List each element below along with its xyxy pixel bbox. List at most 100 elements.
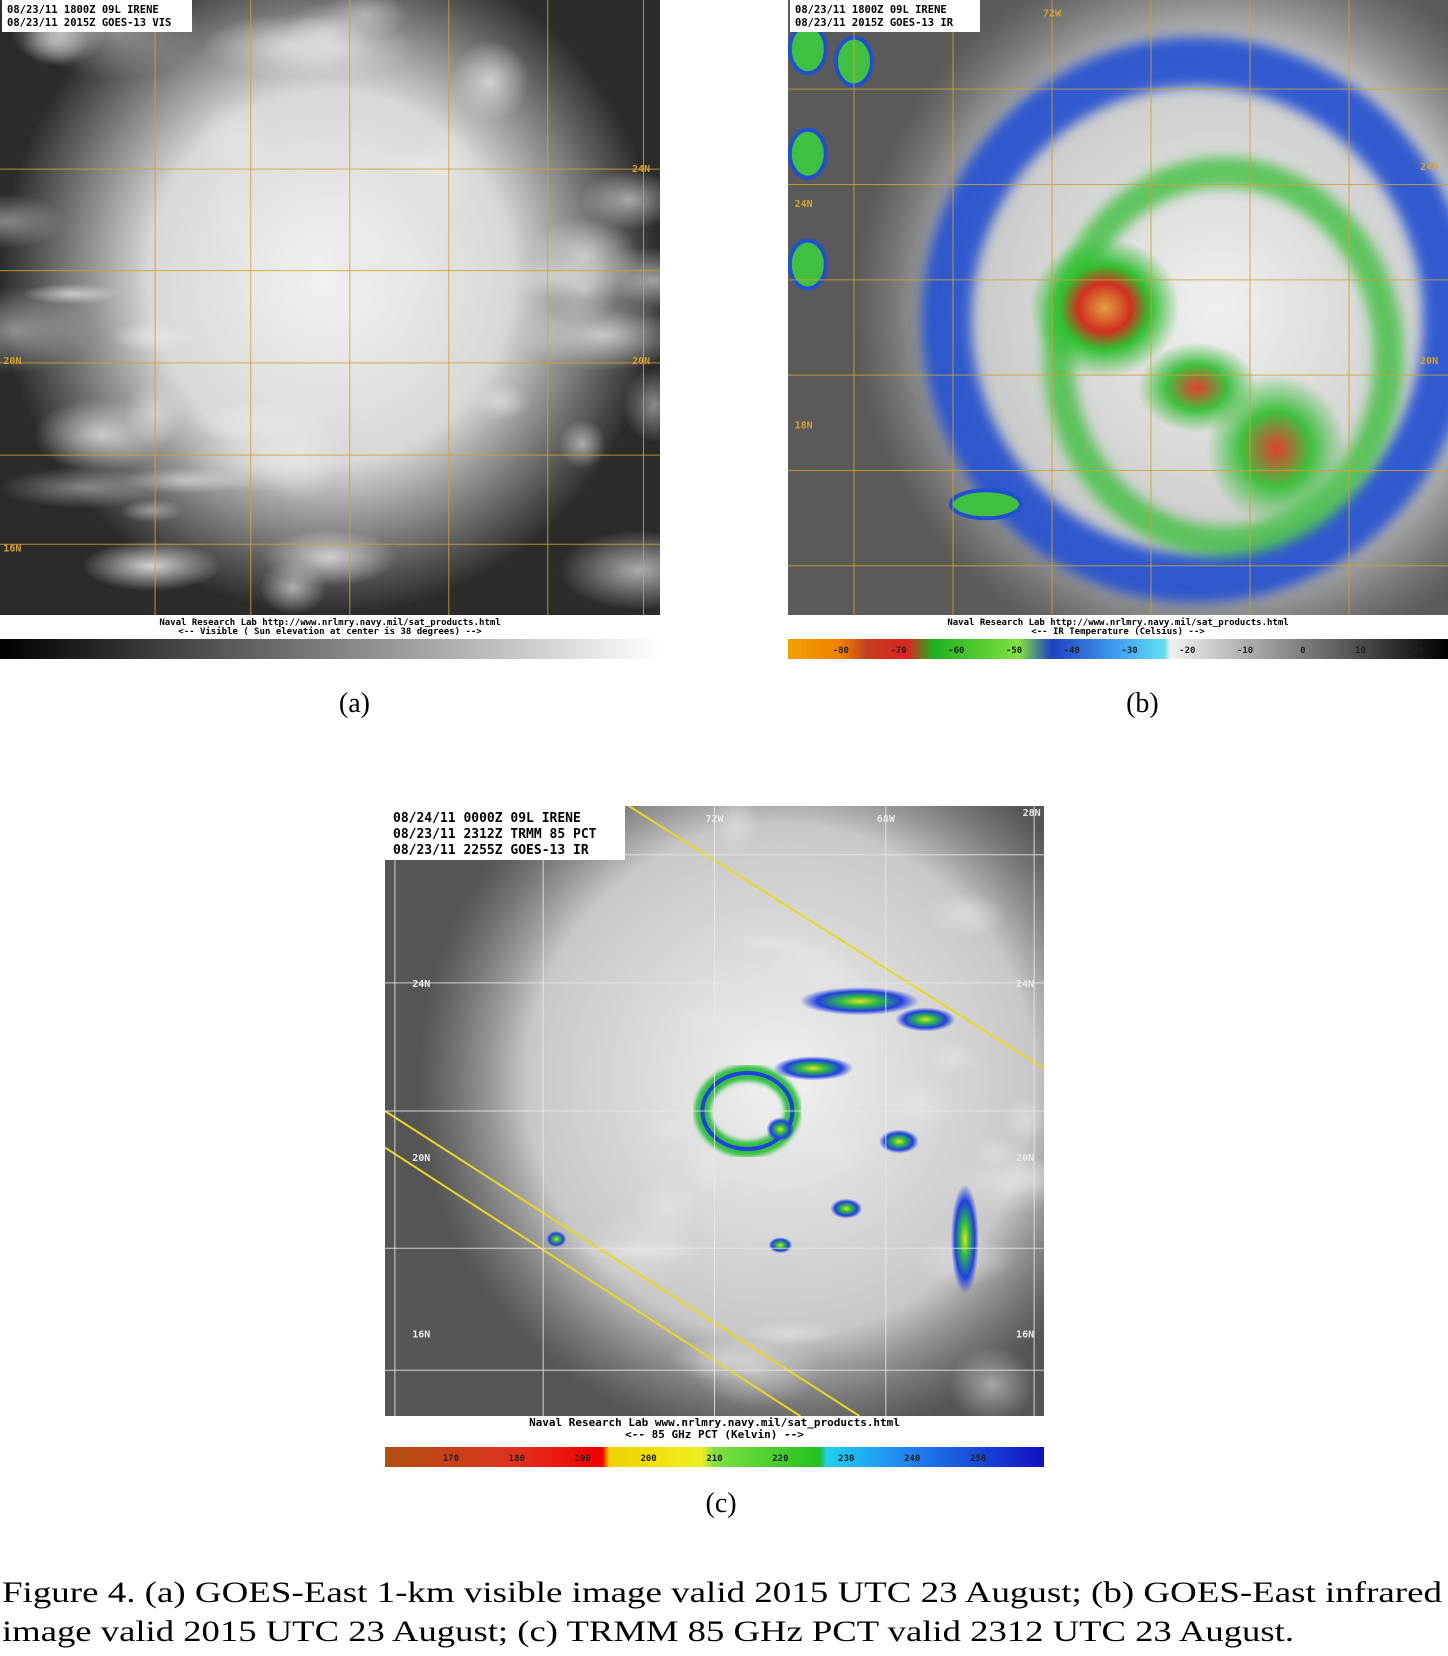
rain-cell bbox=[546, 1231, 567, 1248]
cloud-wisp bbox=[558, 530, 660, 610]
rain-cell bbox=[768, 1237, 793, 1254]
cloud-wisp bbox=[711, 806, 759, 856]
header-line: 08/23/11 1800Z 09L IRENE bbox=[795, 4, 947, 16]
cloud-wisp bbox=[691, 1330, 823, 1407]
colorbar bbox=[788, 639, 1448, 659]
cloud-wisp bbox=[558, 419, 607, 469]
eye-core bbox=[1029, 237, 1180, 378]
cloud-wisp bbox=[376, 151, 468, 178]
cloud-wisp bbox=[622, 368, 660, 443]
grid-label: 20N bbox=[412, 1153, 430, 1164]
colorbar-label: -60 bbox=[948, 646, 964, 656]
colorbar-label: 240 bbox=[904, 1454, 920, 1464]
colorbar-label: 210 bbox=[706, 1454, 722, 1464]
colorbar-label: 10 bbox=[1355, 646, 1366, 656]
colorbar-label: 180 bbox=[509, 1454, 525, 1464]
cloud-wisp bbox=[320, 213, 377, 306]
grid-label: 18N bbox=[795, 420, 813, 431]
colorbar-label: -80 bbox=[833, 646, 849, 656]
swath-edge bbox=[385, 1146, 801, 1416]
grid-label: 24N bbox=[632, 164, 650, 175]
panel-0: 24N 20N 20N 16N 08/23/11 1800Z 09L IRENE08/2… bbox=[0, 0, 660, 719]
colorbar-label: -70 bbox=[890, 646, 906, 656]
colorbar-label: 200 bbox=[640, 1454, 656, 1464]
cloud-wisp bbox=[0, 193, 66, 249]
panel-label: (a) bbox=[339, 688, 370, 719]
header-line: 08/23/11 2015Z GOES-13 IR bbox=[795, 17, 954, 29]
footer-line: Naval Research Lab http://www.nrlmry.nav… bbox=[947, 617, 1288, 628]
rain-cell bbox=[799, 987, 920, 1016]
cloud-wisp bbox=[811, 1130, 867, 1174]
header-box bbox=[790, 0, 980, 32]
panel-label: (c) bbox=[706, 1488, 737, 1519]
convective-core bbox=[1206, 373, 1347, 524]
cloud-wisp bbox=[726, 931, 813, 954]
rain-cell bbox=[895, 1007, 956, 1032]
colorbar-label: -40 bbox=[1064, 646, 1080, 656]
cloud-wisp bbox=[183, 431, 334, 492]
grid-label: 24N bbox=[1420, 162, 1438, 173]
grid-label: 24N bbox=[1016, 979, 1034, 990]
header-box bbox=[385, 806, 625, 860]
colorbar bbox=[0, 639, 660, 659]
satellite-image: 72W 68W 28N 24N 24N 20N 20N 16N 16N bbox=[385, 806, 1044, 1416]
footer-band bbox=[788, 615, 1448, 639]
colorbar-label: -30 bbox=[1121, 646, 1137, 656]
satellite-image: 72W 24N 24N 20N 18N bbox=[788, 0, 1448, 615]
header-box bbox=[2, 0, 192, 32]
panel-2: 72W 68W 28N 24N 24N 20N 20N 16N 16N 08/24/11 0000… bbox=[385, 806, 1044, 1519]
cloud-wisp bbox=[925, 892, 1007, 938]
colorbar-label: 230 bbox=[838, 1454, 854, 1464]
grid-label: 24N bbox=[795, 199, 813, 210]
colorbar-label: 170 bbox=[443, 1454, 459, 1464]
header-line: 08/24/11 0000Z 09L IRENE bbox=[393, 811, 581, 826]
colorbar-label: -20 bbox=[1179, 646, 1195, 656]
header-line: 08/23/11 2015Z GOES-13 VIS bbox=[7, 17, 171, 29]
swath-edge bbox=[385, 1110, 861, 1416]
rain-cell bbox=[879, 1129, 920, 1154]
grid-label: 28N bbox=[1023, 808, 1041, 819]
grid-label: 20N bbox=[632, 356, 650, 367]
satellite-image: 24N 20N 20N 16N bbox=[0, 0, 660, 615]
cloud-wisp bbox=[1003, 1098, 1044, 1142]
panel-label: (b) bbox=[1126, 688, 1159, 719]
cloud-wisp bbox=[194, 100, 276, 184]
cloud-wisp bbox=[838, 1026, 890, 1055]
cloud-wisp bbox=[202, 14, 379, 79]
cloud-wisp bbox=[33, 398, 171, 472]
header-line: 08/23/11 1800Z 09L IRENE bbox=[7, 4, 159, 16]
cloud-wisp bbox=[206, 168, 258, 263]
grid-label: 16N bbox=[3, 543, 21, 554]
header-line: 08/23/11 2312Z TRMM 85 PCT bbox=[393, 827, 597, 842]
footer-line: <-- Visible ( Sun elevation at center is… bbox=[178, 626, 482, 637]
grid-label: 16N bbox=[1016, 1330, 1034, 1341]
rain-cell bbox=[773, 1056, 854, 1081]
grid-label: 68W bbox=[877, 814, 896, 825]
cloud-wisp bbox=[451, 40, 530, 122]
cloud-cell bbox=[788, 23, 828, 76]
footer-band bbox=[0, 615, 660, 639]
cloud-wisp bbox=[81, 540, 222, 591]
cloud-wisp bbox=[579, 170, 660, 230]
grid-label: 72W bbox=[705, 814, 724, 825]
footer-line: Naval Research Lab http://www.nrlmry.nav… bbox=[159, 617, 500, 628]
cloud-wisp bbox=[529, 217, 640, 294]
colorbar-label: 190 bbox=[575, 1454, 591, 1464]
cloud-wisp bbox=[0, 467, 166, 509]
colorbar-label: 0 bbox=[1300, 646, 1305, 656]
cloud-wisp bbox=[119, 499, 184, 523]
rain-cell bbox=[830, 1198, 863, 1219]
cloud-wisp bbox=[927, 1041, 979, 1074]
cloud-wisp bbox=[471, 382, 531, 421]
caption-line: Figure 4. (a) GOES-East 1-km visible ima… bbox=[2, 1576, 1442, 1609]
rain-cell bbox=[766, 1117, 795, 1142]
footer-band bbox=[385, 1416, 1044, 1447]
cloud-wisp bbox=[636, 1117, 714, 1139]
grid-label: 20N bbox=[1420, 356, 1438, 367]
island-cloud bbox=[949, 488, 1023, 521]
cloud-wisp bbox=[986, 1157, 1044, 1198]
grid-label: 72W bbox=[1043, 8, 1062, 19]
swath-edge bbox=[628, 806, 1044, 1070]
